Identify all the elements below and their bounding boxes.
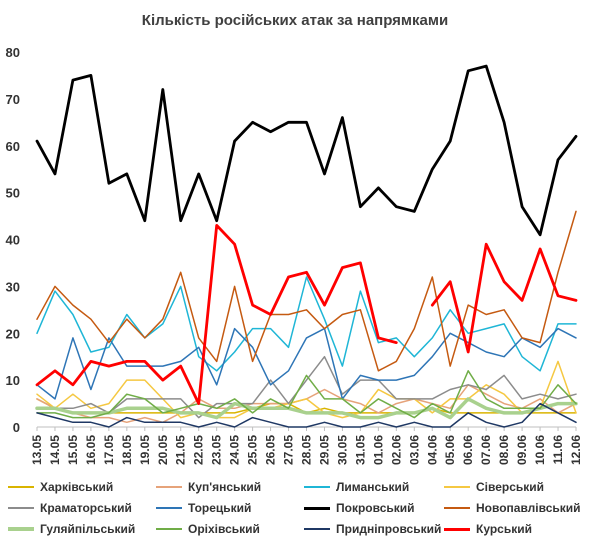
legend-item: Оріхівський: [156, 522, 260, 536]
legend-swatch: [156, 507, 182, 509]
x-tick-label: 11.06: [551, 435, 565, 465]
legend-label: Курський: [476, 522, 532, 536]
x-tick-label: 28.05: [300, 435, 314, 465]
legend-item: Курський: [444, 522, 532, 536]
series-line: [36, 370, 577, 419]
x-tick-label: 30.05: [335, 435, 349, 465]
legend-swatch: [304, 486, 330, 488]
x-tick-label: 01.06: [371, 435, 385, 465]
legend-label: Краматорський: [40, 501, 132, 515]
legend-item: Торецький: [156, 501, 251, 515]
x-tick-label: 12.06: [569, 435, 583, 465]
series-line: [36, 360, 577, 419]
series-line: [36, 210, 577, 372]
series-line: [36, 355, 577, 419]
x-tick-label: 10.06: [533, 435, 547, 465]
y-tick-label: 10: [6, 373, 20, 388]
x-tick-label: 08.06: [497, 435, 511, 465]
legend-item: Краматорський: [8, 501, 132, 515]
y-tick-label: 40: [6, 233, 20, 248]
y-tick-label: 20: [6, 326, 20, 341]
legend-label: Гуляйпільський: [40, 522, 136, 536]
y-tick-labels: 0 10 20 30 40 50 60 70 80: [6, 45, 20, 435]
legend-swatch: [444, 527, 470, 531]
legend-label: Придніпровський: [336, 522, 442, 536]
x-tick-label: 26.05: [264, 435, 278, 465]
x-tick-label: 16.05: [84, 435, 98, 465]
x-tick-label: 05.06: [443, 435, 457, 465]
y-tick-label: 50: [6, 186, 20, 201]
legend-item: Гуляйпільський: [8, 522, 135, 536]
x-tick-label: 23.05: [210, 435, 224, 465]
x-tick-label: 13.05: [30, 435, 44, 465]
x-tick-label: 25.05: [246, 435, 260, 465]
x-tick-label: 06.06: [461, 435, 475, 465]
legend-item: Придніпровський: [304, 522, 441, 536]
x-tick-labels: 13.05 14.05 15.05 16.05 17.05 18.05 19.05 20.05…: [30, 435, 583, 465]
legend-item: Новопавлівський: [444, 501, 581, 515]
y-tick-label: 30: [6, 279, 20, 294]
legend-swatch: [444, 486, 470, 488]
x-tick-label: 19.05: [138, 435, 152, 465]
x-tick-label: 07.06: [479, 435, 493, 465]
x-tick-label: 03.06: [407, 435, 421, 465]
x-tick-label: 18.05: [120, 435, 134, 465]
legend-swatch: [304, 506, 330, 510]
x-tick-label: 14.05: [48, 435, 62, 465]
legend-item: Лиманський: [304, 480, 409, 494]
series-line: [35, 64, 578, 237]
legend-label: Сіверський: [476, 480, 545, 494]
y-tick-label: 80: [6, 45, 20, 60]
series-line: [36, 327, 577, 400]
legend-label: Лиманський: [336, 480, 410, 494]
legend-swatch: [444, 507, 470, 509]
x-tick-label: 20.05: [156, 435, 170, 465]
y-tick-label: 70: [6, 92, 20, 107]
legend-label: Куп'янський: [188, 480, 262, 494]
x-tick-label: 31.05: [353, 435, 367, 465]
legend-swatch: [304, 528, 330, 530]
legend-swatch: [8, 486, 34, 488]
x-tick-label: 22.05: [192, 435, 206, 465]
legend-item: Харківський: [8, 480, 113, 494]
y-tick-label: 60: [6, 139, 20, 154]
legend-item: Покровський: [304, 501, 415, 515]
x-tick-label: 15.05: [66, 435, 80, 465]
series-lines: [35, 64, 578, 428]
legend-item: Сіверський: [444, 480, 544, 494]
legend-label: Торецький: [188, 501, 252, 515]
legend-swatch: [8, 507, 34, 509]
legend-swatch: [156, 528, 182, 530]
legend-label: Харківський: [40, 480, 114, 494]
series-line: [35, 224, 578, 405]
chart-title: Кількість російських атак за напрямками: [141, 12, 449, 29]
x-tick-label: 24.05: [228, 435, 242, 465]
legend-item: Куп'янський: [156, 480, 261, 494]
legend-swatch: [156, 486, 182, 488]
y-tick-label: 0: [13, 420, 20, 435]
x-tick-label: 21.05: [174, 435, 188, 465]
series-line: [36, 276, 577, 372]
x-tick-label: 02.06: [389, 435, 403, 465]
x-tick-label: 09.06: [515, 435, 529, 465]
x-tick-label: 27.05: [282, 435, 296, 465]
series-line: [35, 397, 578, 420]
legend-label: Новопавлівський: [476, 501, 581, 515]
legend-swatch: [8, 527, 34, 531]
x-tick-label: 04.06: [425, 435, 439, 465]
legend-label: Покровський: [336, 501, 415, 515]
series-line: [36, 402, 577, 428]
x-tick-label: 17.05: [102, 435, 116, 465]
x-tick-label: 29.05: [317, 435, 331, 465]
legend-label: Оріхівський: [188, 522, 260, 536]
